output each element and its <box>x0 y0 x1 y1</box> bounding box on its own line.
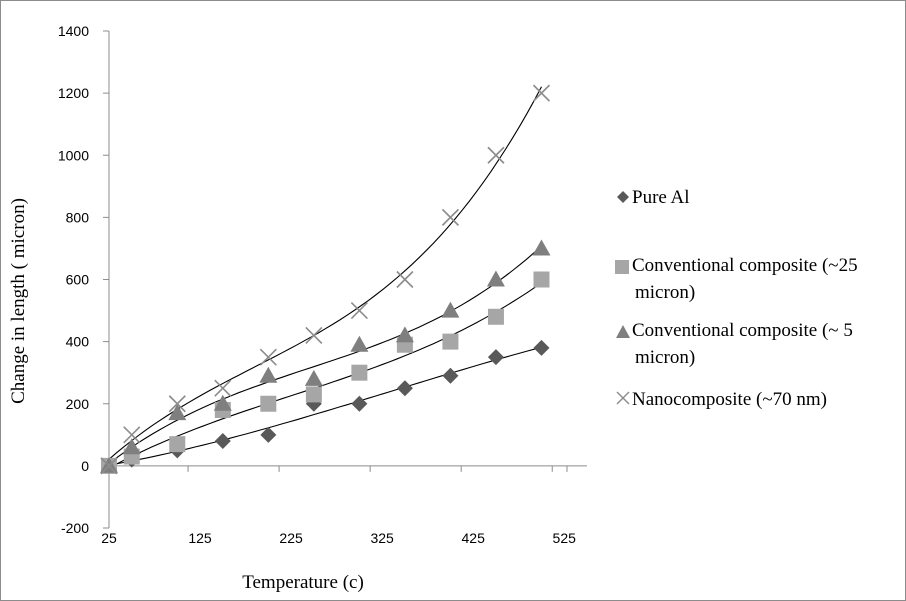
data-point-series-4 <box>259 348 277 366</box>
data-point-series-3 <box>532 239 551 256</box>
data-point-series-4 <box>168 395 186 413</box>
y-tick-label: -200 <box>61 520 89 536</box>
x-axis-title: Temperature (c) <box>242 572 364 593</box>
legend: Pure Al Conventional composite (~25 micron… <box>615 187 858 410</box>
legend-entry-text: Conventional composite (~ 5 <box>632 320 853 341</box>
tick-labels: -200 0 200 400 600 800 1000 1200 1400 25 125 225 325… <box>58 23 576 546</box>
legend-marker-x <box>616 391 630 405</box>
data-point-series-3 <box>304 369 323 386</box>
data-point-series-2 <box>351 364 368 381</box>
data-point-series-4 <box>441 208 459 226</box>
legend-marker-triangle <box>616 325 630 338</box>
data-point-series-2 <box>533 271 550 288</box>
legend-entry-text: Conventional composite (~25 <box>632 255 858 276</box>
data-point-series-4 <box>532 84 551 102</box>
data-point-series-2 <box>169 436 186 453</box>
data-point-series-3 <box>395 326 414 343</box>
data-point-series-2 <box>487 308 504 325</box>
y-tick-label: 800 <box>66 209 90 225</box>
x-tick-label: 125 <box>188 530 212 546</box>
legend-entry-text: micron) <box>635 282 695 303</box>
data-point-series-1 <box>214 433 231 450</box>
y-tick-label: 200 <box>66 396 90 412</box>
data-point-series-3 <box>168 404 187 421</box>
data-point-series-3 <box>441 301 460 318</box>
trendline-series-4 <box>108 86 542 460</box>
data-point-series-4 <box>350 301 368 320</box>
data-point-series-2 <box>305 386 322 403</box>
data-point-series-4 <box>305 326 323 344</box>
data-point-series-1 <box>260 426 277 443</box>
y-tick-label: 1000 <box>58 147 89 163</box>
data-point-series-4 <box>487 146 505 164</box>
legend-entry-text: Pure Al <box>632 187 690 208</box>
data-point-series-3 <box>122 438 141 455</box>
data-point-series-1 <box>533 339 550 356</box>
legend-marker-square <box>615 260 629 274</box>
y-tick-label: 1200 <box>58 85 89 101</box>
y-tick-label: 0 <box>81 458 89 474</box>
y-tick-label: 400 <box>66 334 90 350</box>
x-tick-label: 225 <box>279 530 303 546</box>
data-point-series-4 <box>396 270 414 289</box>
data-point-series-3 <box>259 366 278 383</box>
data-point-series-1 <box>396 380 413 397</box>
data-point-series-3 <box>350 335 369 352</box>
data-point-series-1 <box>442 367 459 384</box>
trendline-series-3 <box>108 245 542 464</box>
data-point-series-2 <box>442 333 459 350</box>
data-points <box>100 84 551 475</box>
data-point-series-3 <box>486 270 505 287</box>
data-point-series-4 <box>100 457 118 475</box>
x-tick-label: 325 <box>370 530 394 546</box>
data-point-series-1 <box>487 349 504 366</box>
legend-marker-diamond <box>617 191 629 203</box>
x-tick-label: 525 <box>553 530 577 546</box>
y-tick-label: 600 <box>66 272 90 288</box>
data-point-series-1 <box>351 395 368 412</box>
data-point-series-2 <box>260 395 277 412</box>
axes <box>103 30 587 529</box>
y-tick-label: 1400 <box>58 23 89 39</box>
y-axis-title: Change in length ( micron) <box>8 198 29 404</box>
trendline-series-2 <box>108 282 542 469</box>
data-point-series-4 <box>123 426 141 444</box>
legend-entry-text: Nanocomposite (~70 nm) <box>632 389 827 410</box>
x-tick-label: 25 <box>101 530 117 546</box>
x-tick-label: 425 <box>462 530 486 546</box>
data-point-series-3 <box>213 394 232 411</box>
data-point-series-4 <box>214 379 232 397</box>
legend-entry-text: micron) <box>635 347 695 368</box>
